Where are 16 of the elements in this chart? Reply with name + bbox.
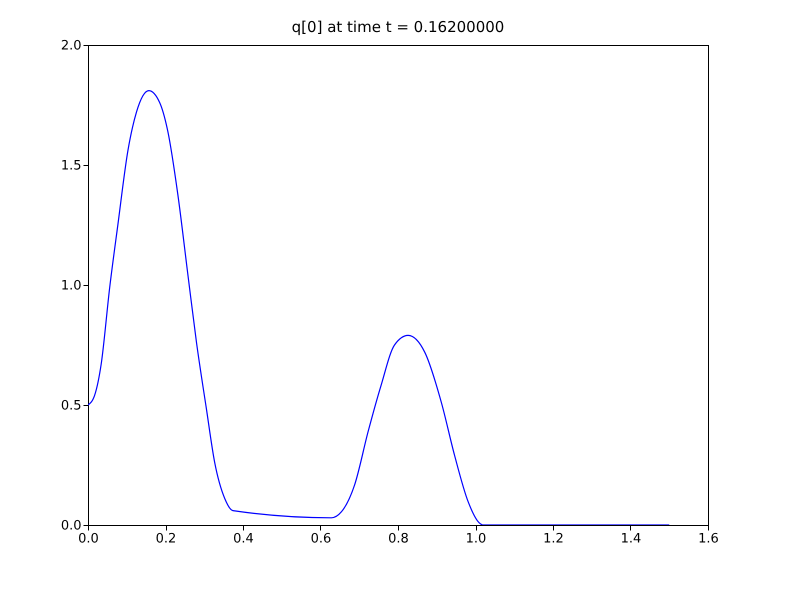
y-tick-label: 0.0 [60,518,82,534]
x-tick-label: 0.4 [233,532,254,546]
x-tick-label: 0.0 [78,532,99,546]
chart-title: q[0] at time t = 0.16200000 [292,18,504,36]
y-tick-label: 0.5 [60,398,82,414]
x-tick-label: 1.0 [466,532,486,546]
x-tick-label: 0.2 [156,532,176,546]
x-tick-label: 0.6 [310,532,332,546]
x-tick-label: 1.2 [543,532,564,546]
y-tick-label: 1.0 [60,278,82,294]
x-tick-label: 0.8 [388,532,409,546]
x-tick-label: 1.6 [698,532,719,546]
y-tick-label: 2.0 [60,38,82,54]
x-tick-label: 1.4 [620,532,642,546]
y-tick-label: 1.5 [60,158,82,174]
line-series [88,90,670,525]
